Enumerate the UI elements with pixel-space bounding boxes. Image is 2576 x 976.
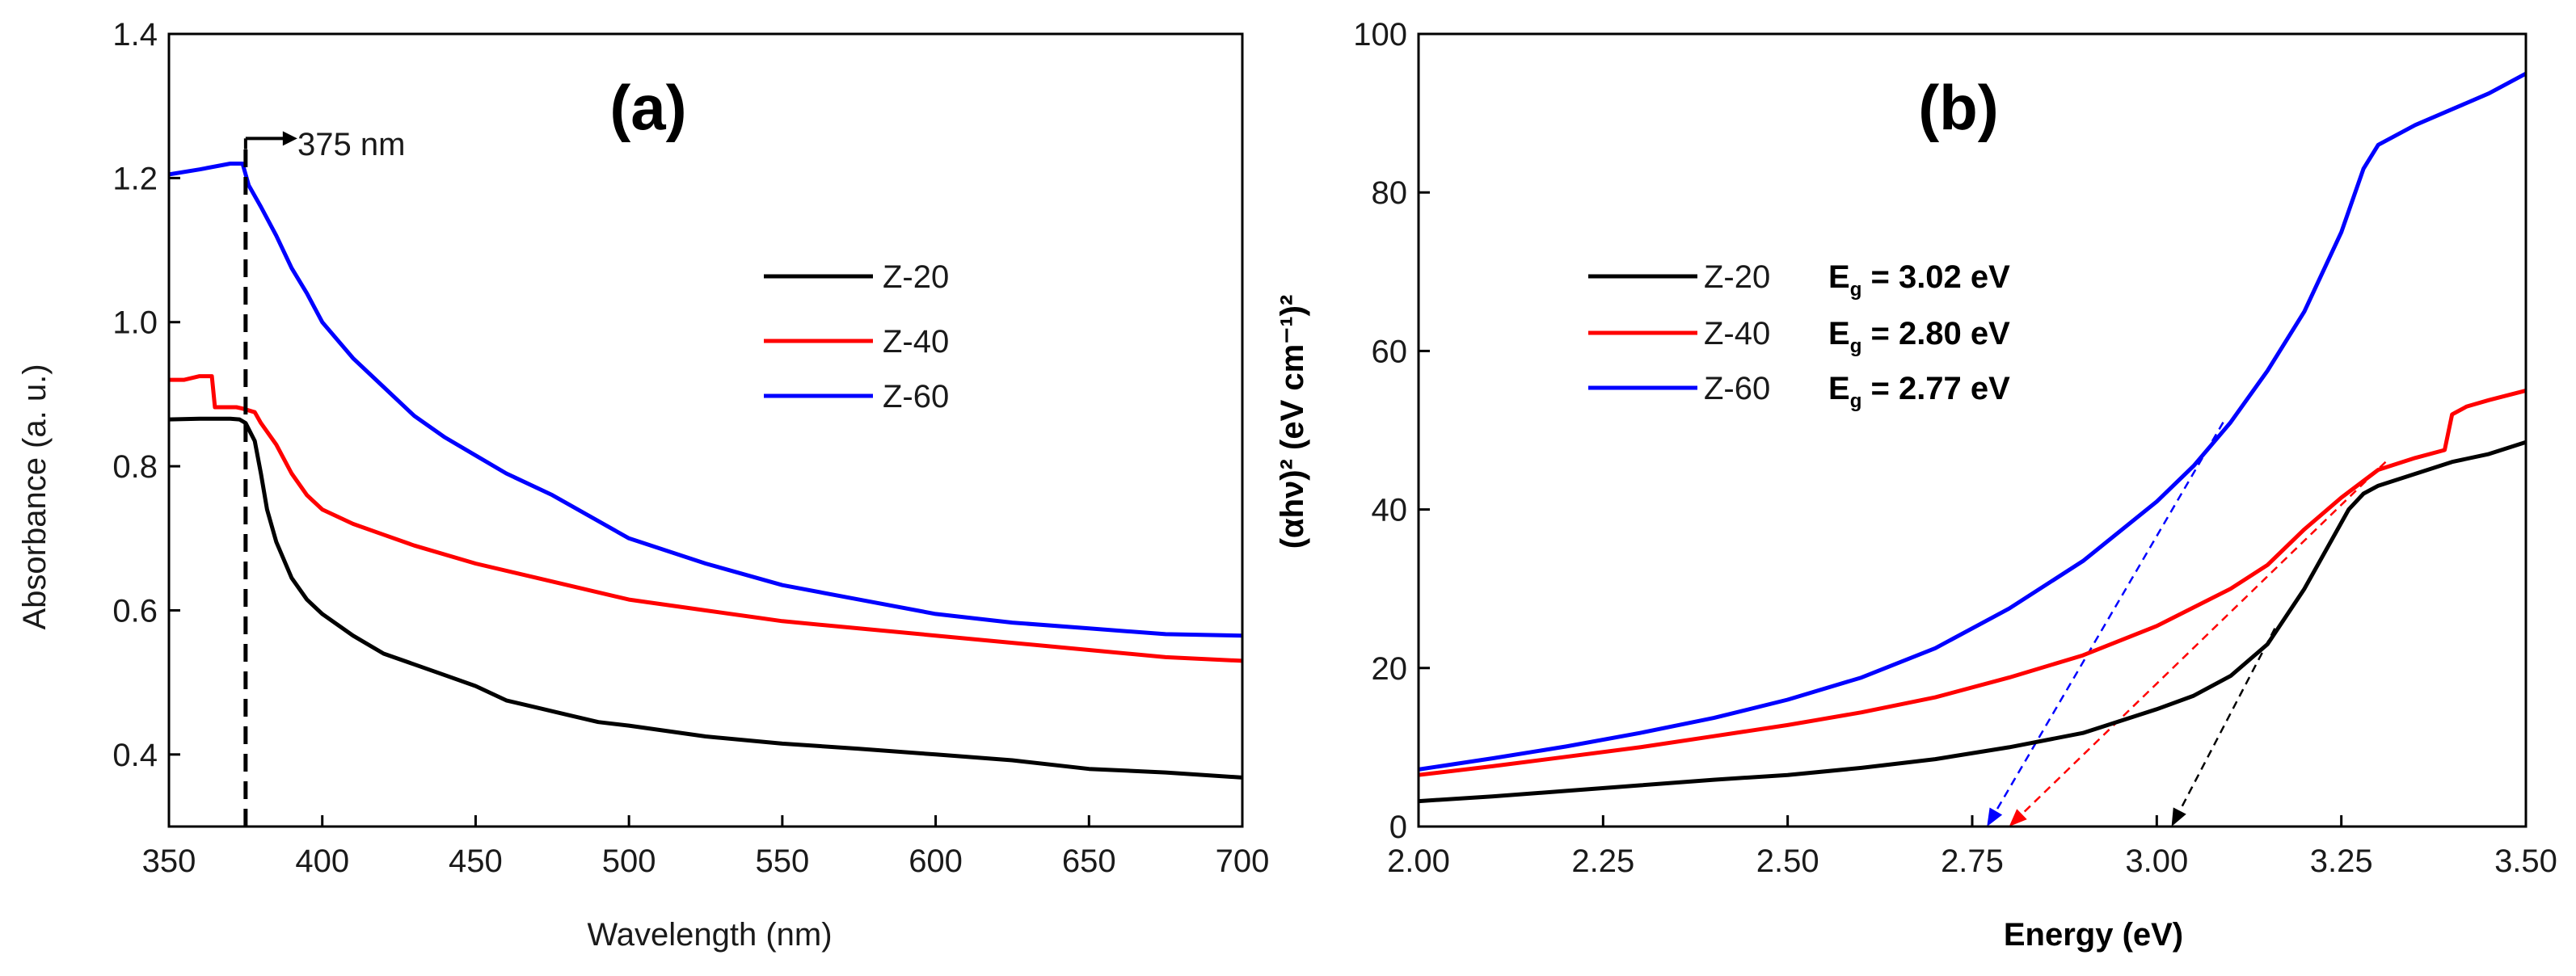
panel-b-label: (b) bbox=[1918, 72, 1999, 143]
panel-a-x-tick-label: 500 bbox=[602, 843, 656, 879]
panel-a-y-tick-label: 1.4 bbox=[112, 17, 158, 53]
panel-b-x-tick-label: 2.50 bbox=[1756, 843, 1819, 879]
panel-a-x-tick-label: 600 bbox=[909, 843, 963, 879]
panel-b-y-tick-label: 100 bbox=[1353, 17, 1407, 53]
panel-b-x-tick-label: 2.75 bbox=[1941, 843, 2004, 879]
series-line-z-40 bbox=[1418, 388, 2527, 777]
panel-a-x-tick-label: 650 bbox=[1062, 843, 1116, 879]
legend-label-z20: Z-20 bbox=[1704, 259, 1770, 295]
panel-a-x-tick-label: 450 bbox=[449, 843, 503, 879]
legend-label-z60: Z-60 bbox=[883, 379, 949, 414]
panel-a-y-tick-label: 1.2 bbox=[112, 161, 158, 196]
panel-a-x-tick-label: 700 bbox=[1216, 843, 1270, 879]
bandgap-subscript: g bbox=[1850, 279, 1862, 301]
panel-b-x-tick-label: 2.00 bbox=[1387, 843, 1450, 879]
panel-b-x-tick-label: 3.25 bbox=[2310, 843, 2373, 879]
panel-b-ticks-layer: 2.00 2.25 2.50 2.75 3.00 3.25 3.50 0 20 40 60 80 100 bbox=[1353, 17, 2557, 879]
panel-b-y-tick-label: 0 bbox=[1389, 810, 1407, 845]
panel-a-x-tick-label: 350 bbox=[142, 843, 196, 879]
panel-a-x-tick-label: 550 bbox=[755, 843, 809, 879]
bandgap-label-z60: Eg = 2.77 eV bbox=[1828, 371, 2010, 412]
legend-label-z60: Z-60 bbox=[1704, 371, 1770, 406]
bandgap-symbol: E bbox=[1828, 259, 1850, 295]
bandgap-value: = 2.80 eV bbox=[1861, 316, 2010, 351]
series-line-z-20 bbox=[168, 416, 1243, 780]
panel-a-ticks-layer: 350 400 450 500 550 600 650 700 0.4 0.6 0.8 1.0 1.2 1… bbox=[112, 17, 1269, 879]
panel-a-y-tick-label: 0.8 bbox=[112, 449, 158, 485]
panel-a-y-tick-label: 1.0 bbox=[112, 305, 158, 341]
panel-a-y-tick-label: 0.6 bbox=[112, 593, 158, 629]
panel-b-x-tick-label: 3.00 bbox=[2125, 843, 2188, 879]
panel-b-x-tick-label: 3.50 bbox=[2494, 843, 2557, 879]
panel-a-absorbance-chart: 350 400 450 500 550 600 650 700 0.4 0.6 0.8 1.0 1.2 1… bbox=[17, 17, 1269, 953]
panel-b-x-tick-label: 2.25 bbox=[1571, 843, 1634, 879]
panel-b-series-layer bbox=[1418, 71, 2528, 804]
tangent-arrowhead-z-60 bbox=[1987, 807, 2003, 827]
panel-b-y-tick-label: 40 bbox=[1372, 493, 1408, 528]
bandgap-subscript: g bbox=[1850, 390, 1862, 412]
bandgap-symbol: E bbox=[1828, 371, 1850, 406]
legend-label-z40: Z-40 bbox=[1704, 316, 1770, 351]
panel-a-y-tick-label: 0.4 bbox=[112, 738, 158, 773]
panel-a-legend-entry-z20: Z-20 bbox=[764, 259, 949, 295]
panel-b-y-tick-label: 20 bbox=[1372, 651, 1408, 687]
tangent-arrowhead-z-40 bbox=[2009, 809, 2027, 827]
panel-a-legend-entry-z40: Z-40 bbox=[764, 324, 949, 360]
tangent-line-z-60 bbox=[1995, 422, 2224, 812]
panel-b-y-axis-title: (αhν)² (eV cm⁻¹)² bbox=[1275, 295, 1310, 549]
bandgap-subscript: g bbox=[1850, 335, 1862, 357]
panel-b-y-tick-label: 80 bbox=[1372, 175, 1408, 211]
panel-a-annotation-layer bbox=[243, 131, 297, 827]
bandgap-value: = 2.77 eV bbox=[1861, 371, 2010, 406]
annotation-arrowhead bbox=[282, 131, 297, 146]
panel-b-y-tick-label: 60 bbox=[1372, 334, 1408, 369]
panel-b-legend-entry-z20: Z-20 Eg = 3.02 eV bbox=[1588, 259, 2010, 301]
series-line-z-60 bbox=[1418, 71, 2528, 772]
panel-b-tangent-layer bbox=[1987, 422, 2387, 827]
bandgap-value: = 3.02 eV bbox=[1861, 259, 2010, 295]
panel-b-tauc-plot: 2.00 2.25 2.50 2.75 3.00 3.25 3.50 0 20 40 60 80 100… bbox=[1275, 17, 2557, 953]
bandgap-label-z40: Eg = 2.80 eV bbox=[1828, 316, 2010, 357]
series-line-z-20 bbox=[1418, 440, 2527, 804]
panel-a-x-axis-title: Wavelength (nm) bbox=[587, 917, 832, 953]
panel-a-series-layer bbox=[168, 162, 1243, 780]
bandgap-symbol: E bbox=[1828, 316, 1850, 351]
panel-a-annotation-375nm: 375 nm bbox=[297, 127, 405, 162]
legend-label-z20: Z-20 bbox=[883, 259, 949, 295]
panel-a-y-axis-title: Absorbance (a. u.) bbox=[17, 364, 53, 629]
tangent-line-z-40 bbox=[2021, 461, 2387, 815]
panel-a-legend: Z-20 Z-40 Z-60 bbox=[764, 259, 949, 414]
panel-b-legend: Z-20 Eg = 3.02 eV Z-40 Eg = 2.80 eV Z-60… bbox=[1588, 259, 2010, 412]
tangent-line-z-20 bbox=[2178, 628, 2276, 812]
panel-b-legend-entry-z40: Z-40 Eg = 2.80 eV bbox=[1588, 316, 2010, 357]
series-line-z-60 bbox=[168, 162, 1243, 638]
panel-b-legend-entry-z60: Z-60 Eg = 2.77 eV bbox=[1588, 371, 2010, 412]
panel-a-plot-frame bbox=[167, 32, 1244, 828]
panel-a-x-tick-label: 400 bbox=[295, 843, 349, 879]
panel-b-x-axis-title: Energy (eV) bbox=[2004, 917, 2183, 953]
series-line-z-40 bbox=[169, 374, 1243, 663]
panel-a-legend-entry-z60: Z-60 bbox=[764, 379, 949, 414]
tangent-arrowhead-z-20 bbox=[2171, 807, 2186, 827]
panel-a-label: (a) bbox=[609, 72, 686, 143]
legend-label-z40: Z-40 bbox=[883, 324, 949, 360]
bandgap-label-z20: Eg = 3.02 eV bbox=[1828, 259, 2010, 301]
